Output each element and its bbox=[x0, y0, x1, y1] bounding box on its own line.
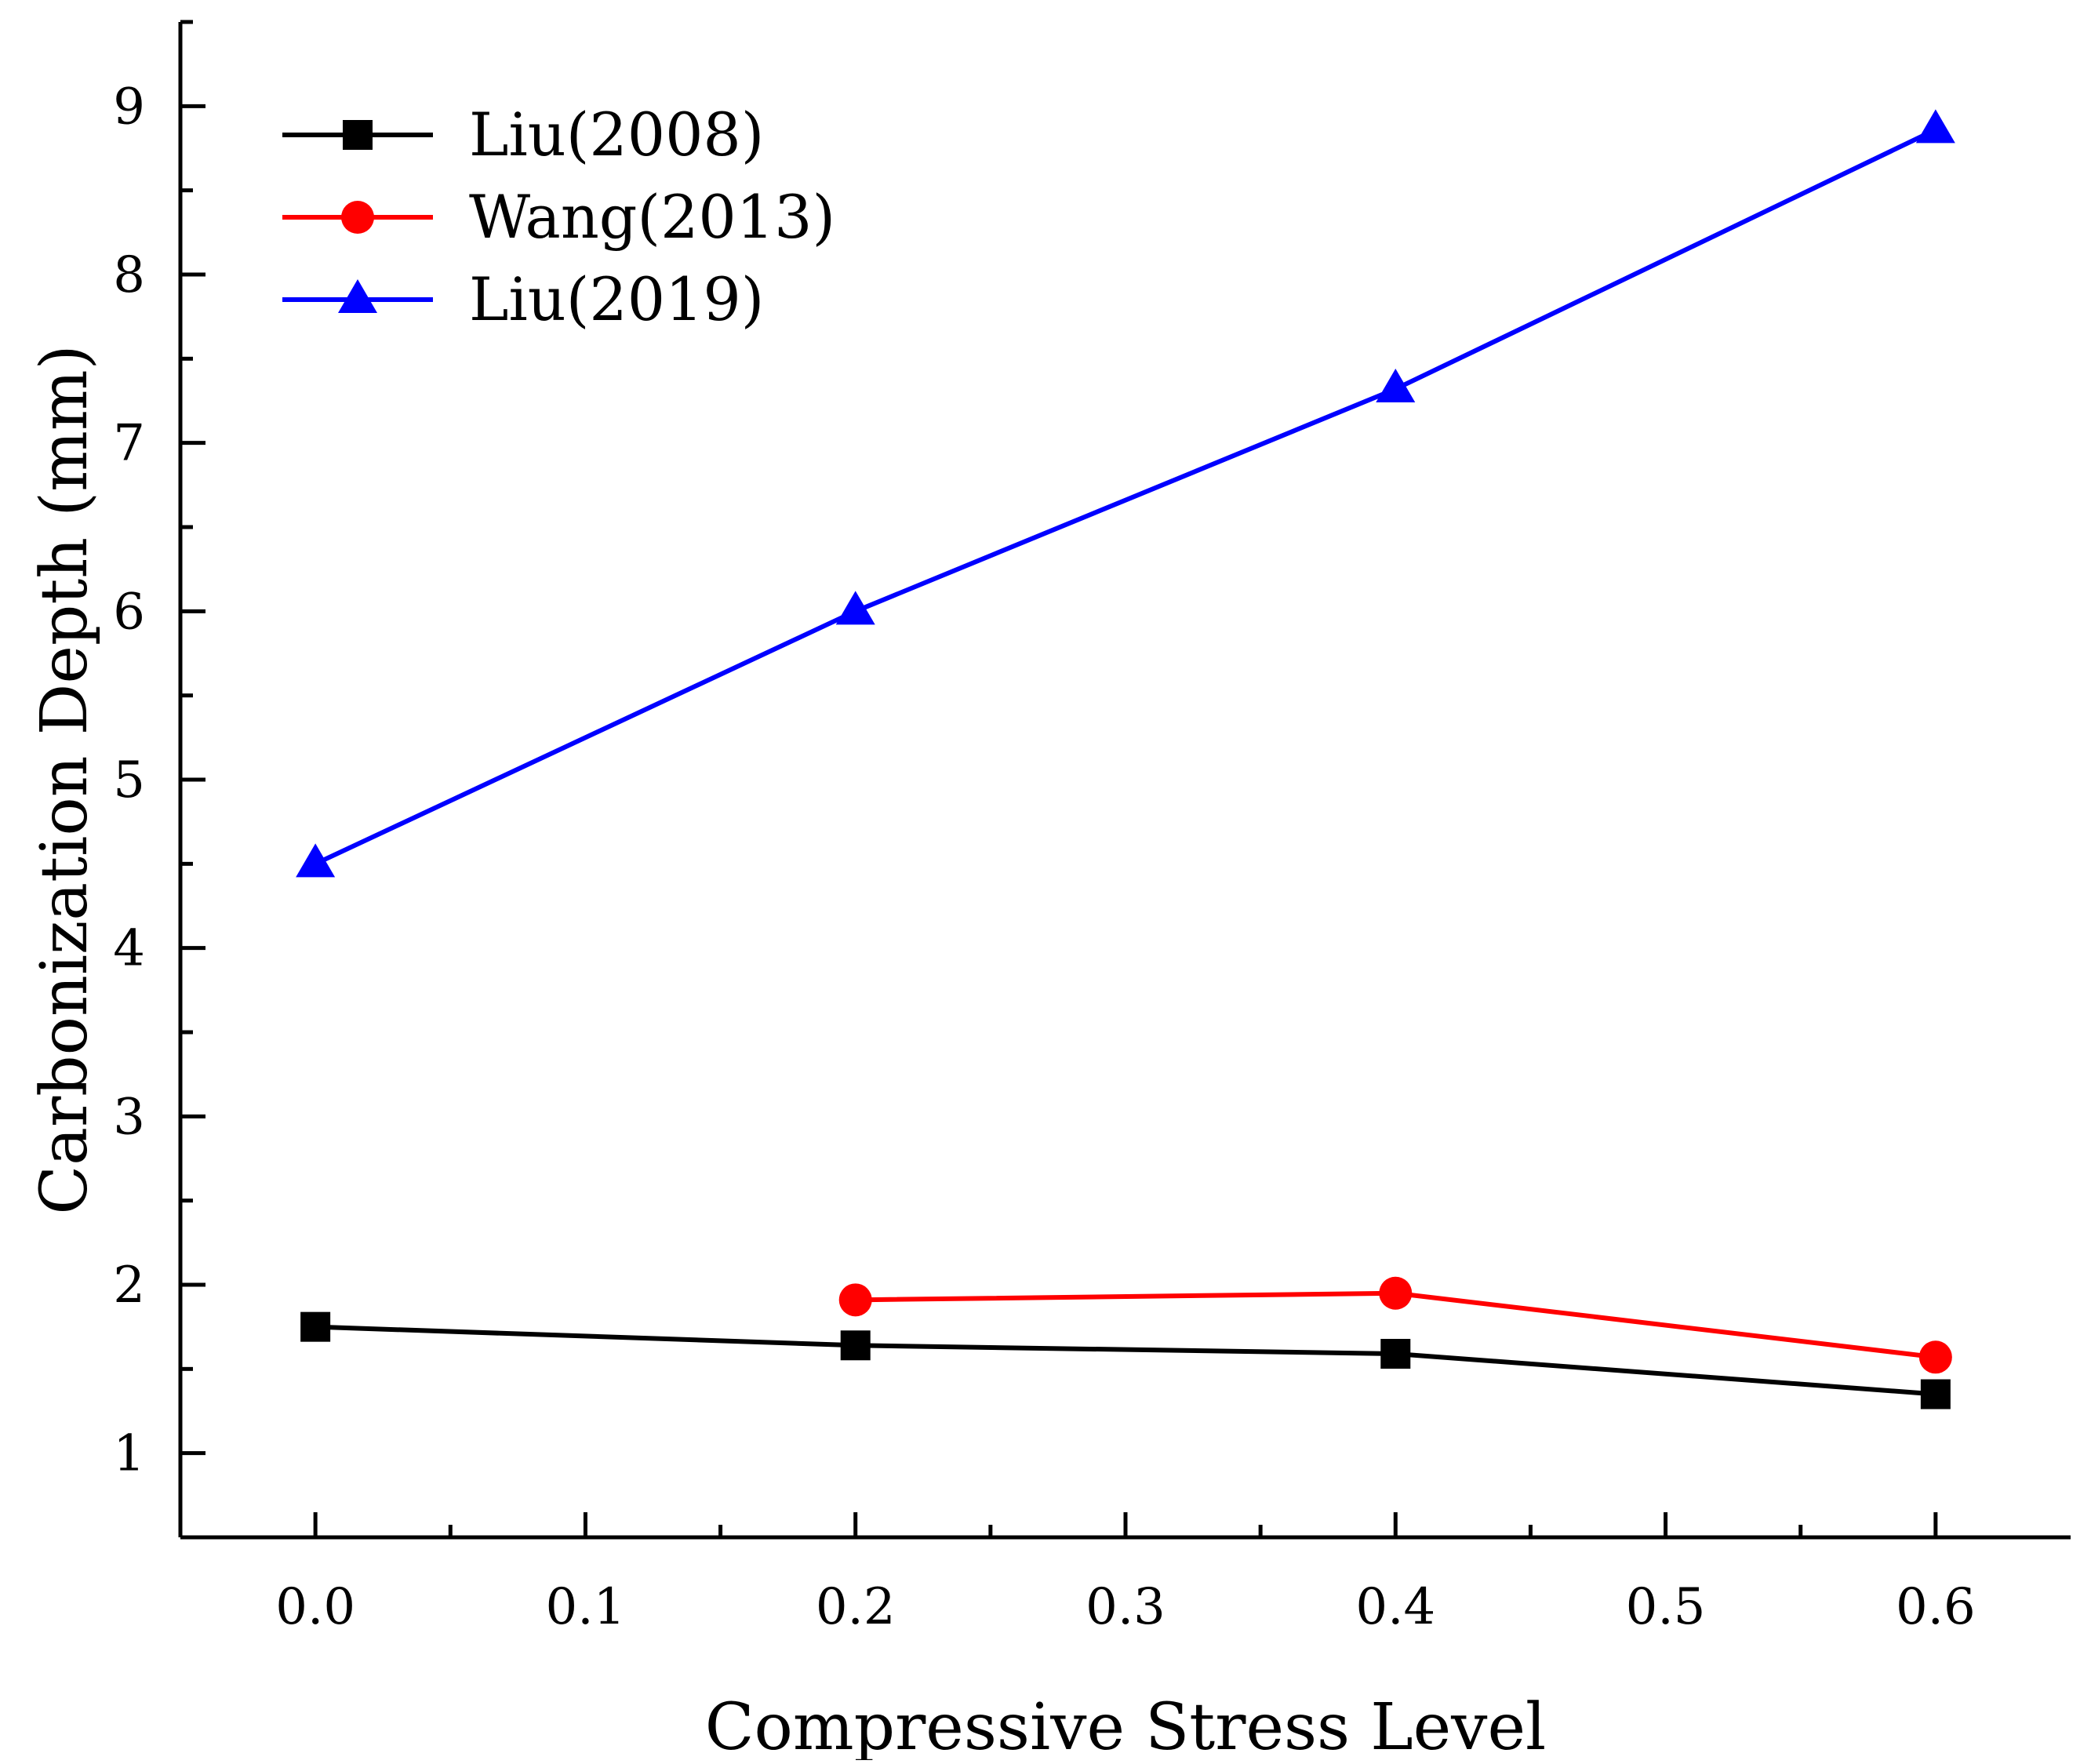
data-point-wang-2013 bbox=[1379, 1276, 1413, 1310]
series-layer bbox=[296, 109, 1955, 1409]
data-point-wang-2013 bbox=[838, 1283, 872, 1317]
legend-label-wang-2013: Wang(2013) bbox=[469, 182, 835, 252]
series-liu-2008 bbox=[300, 1311, 1951, 1409]
x-tick-label: 0.0 bbox=[275, 1578, 355, 1636]
data-point-liu-2019 bbox=[835, 591, 875, 625]
data-point-wang-2013 bbox=[1918, 1340, 1952, 1374]
x-tick-label: 0.2 bbox=[816, 1578, 896, 1636]
data-point-liu-2008 bbox=[1380, 1339, 1411, 1369]
y-tick-label: 1 bbox=[113, 1425, 145, 1483]
y-tick-label: 4 bbox=[113, 920, 145, 978]
legend-marker-liu-2008 bbox=[343, 120, 373, 150]
series-liu-2019 bbox=[296, 109, 1955, 878]
legend-marker-liu-2019 bbox=[338, 279, 377, 313]
legend: Liu(2008) Wang(2013) Liu(2019) bbox=[282, 100, 835, 334]
y-tick-label: 3 bbox=[113, 1088, 145, 1146]
x-tick-label: 0.3 bbox=[1086, 1578, 1166, 1636]
x-tick-label: 0.1 bbox=[546, 1578, 626, 1636]
axes: 0.0 0.1 0.2 0.3 0.4 0.5 0.6 1 2 3 4 5 6 7 8 9 Compressiv… bbox=[27, 20, 2071, 1764]
data-point-liu-2019 bbox=[1376, 368, 1416, 402]
y-tick-label: 5 bbox=[113, 751, 145, 809]
x-tick-label: 0.6 bbox=[1896, 1578, 1976, 1636]
data-point-liu-2008 bbox=[840, 1330, 871, 1361]
y-tick-label: 2 bbox=[113, 1257, 145, 1315]
y-tick-label: 7 bbox=[113, 415, 145, 473]
legend-label-liu-2008: Liu(2008) bbox=[469, 100, 764, 169]
legend-item-wang-2013: Wang(2013) bbox=[282, 182, 835, 252]
legend-marker-wang-2013 bbox=[341, 201, 374, 234]
legend-label-liu-2019: Liu(2019) bbox=[469, 264, 764, 334]
y-tick-label: 6 bbox=[113, 583, 145, 641]
x-tick-label: 0.4 bbox=[1355, 1578, 1435, 1636]
y-axis-title: Carbonization Depth (mm) bbox=[27, 344, 102, 1214]
legend-item-liu-2008: Liu(2008) bbox=[282, 100, 764, 169]
data-point-liu-2019 bbox=[1915, 109, 1955, 144]
x-tick-label: 0.5 bbox=[1626, 1578, 1706, 1636]
legend-item-liu-2019: Liu(2019) bbox=[282, 264, 764, 334]
data-point-liu-2008 bbox=[1920, 1379, 1951, 1409]
series-line-liu-2019 bbox=[314, 127, 1937, 867]
series-line-liu-2008 bbox=[315, 1324, 1936, 1397]
x-axis-title: Compressive Stress Level bbox=[705, 1690, 1547, 1760]
series-wang-2013 bbox=[838, 1276, 1952, 1374]
y-tick-label: 9 bbox=[113, 78, 145, 136]
data-point-liu-2019 bbox=[296, 843, 336, 878]
y-tick-label: 8 bbox=[113, 246, 145, 304]
data-point-liu-2008 bbox=[300, 1311, 331, 1342]
